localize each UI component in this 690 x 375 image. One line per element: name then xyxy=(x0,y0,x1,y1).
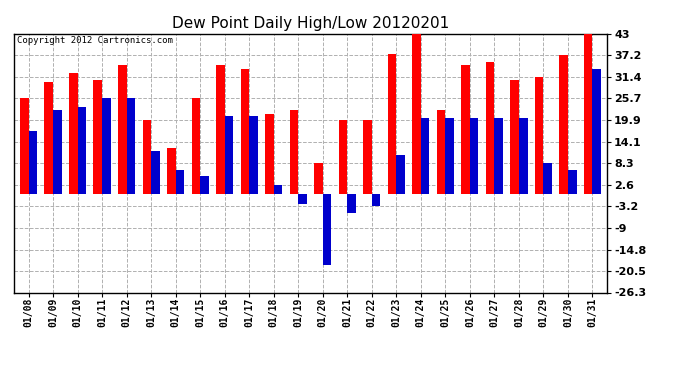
Bar xyxy=(445,118,454,194)
Bar xyxy=(265,114,274,194)
Bar xyxy=(486,62,495,194)
Bar xyxy=(249,116,258,194)
Bar xyxy=(544,163,552,194)
Bar xyxy=(167,148,176,194)
Bar xyxy=(363,120,372,194)
Bar xyxy=(225,116,233,194)
Bar xyxy=(437,110,445,194)
Text: Copyright 2012 Cartronics.com: Copyright 2012 Cartronics.com xyxy=(17,36,172,45)
Bar xyxy=(192,98,200,194)
Bar xyxy=(143,120,151,194)
Bar xyxy=(462,66,470,194)
Bar xyxy=(412,34,421,194)
Bar xyxy=(323,194,331,265)
Bar xyxy=(568,170,577,194)
Bar xyxy=(28,131,37,194)
Bar xyxy=(241,69,249,194)
Bar xyxy=(118,66,126,194)
Bar xyxy=(339,120,347,194)
Bar xyxy=(77,106,86,194)
Bar xyxy=(200,176,209,194)
Bar xyxy=(593,69,601,194)
Bar xyxy=(495,118,503,194)
Bar xyxy=(470,118,478,194)
Bar xyxy=(372,194,380,206)
Bar xyxy=(151,152,159,194)
Bar xyxy=(421,118,429,194)
Bar xyxy=(126,98,135,194)
Bar xyxy=(274,184,282,194)
Bar xyxy=(102,98,110,194)
Bar xyxy=(176,170,184,194)
Bar xyxy=(44,82,53,194)
Bar xyxy=(396,155,405,194)
Bar xyxy=(20,98,28,194)
Bar xyxy=(511,80,519,194)
Bar xyxy=(388,54,396,194)
Bar xyxy=(584,34,593,194)
Bar xyxy=(519,118,528,194)
Bar xyxy=(535,77,544,194)
Title: Dew Point Daily High/Low 20120201: Dew Point Daily High/Low 20120201 xyxy=(172,16,449,31)
Bar xyxy=(347,194,356,213)
Bar xyxy=(216,66,225,194)
Bar xyxy=(290,110,298,194)
Bar xyxy=(314,163,323,194)
Bar xyxy=(69,73,77,194)
Bar xyxy=(298,194,307,204)
Bar xyxy=(560,56,568,194)
Bar xyxy=(53,110,61,194)
Bar xyxy=(93,80,102,194)
